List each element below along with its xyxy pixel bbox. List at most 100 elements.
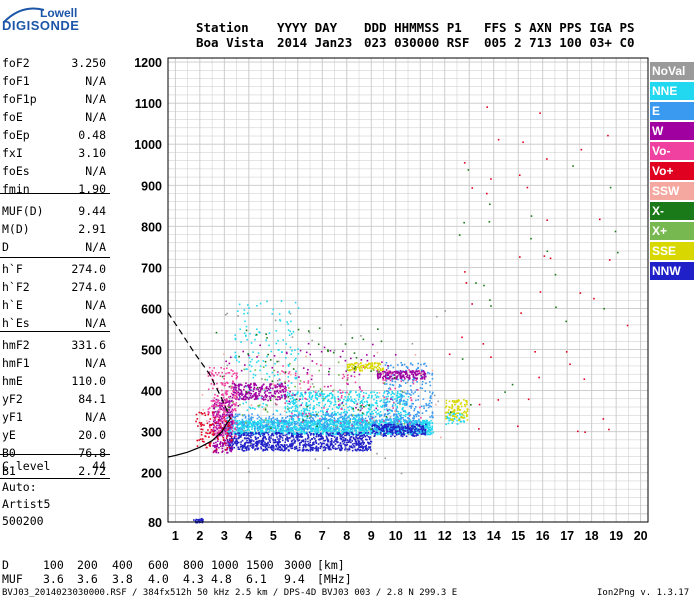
data-point-e (422, 398, 425, 400)
data-point-nnw (312, 443, 314, 446)
data-point-nnw (392, 423, 395, 426)
data-point-nnw (325, 431, 328, 434)
data-point-w (221, 428, 223, 430)
data-point-w (222, 442, 224, 445)
data-point-w (390, 371, 392, 373)
data-point-nnw (310, 448, 313, 451)
data-point-nnw (355, 436, 358, 439)
data-point-nnw (294, 446, 296, 449)
data-point-e (386, 393, 389, 395)
data-point-nne (394, 404, 397, 406)
data-point-nne (371, 422, 374, 424)
data-point-nne (432, 431, 435, 434)
data-point-nne (260, 431, 262, 434)
data-point-vo (233, 422, 235, 425)
data-point-nne (377, 422, 380, 425)
data-point-e (424, 373, 427, 376)
data-point-nnw (275, 444, 277, 447)
data-point-nnw (352, 433, 355, 436)
data-point-nne (328, 405, 331, 407)
data-point-nnw (359, 442, 362, 445)
data-point-e (415, 368, 418, 371)
data-point-nne (266, 426, 268, 428)
data-point-nnw (419, 428, 421, 431)
data-point-w (386, 371, 389, 374)
data-point-nne (268, 426, 270, 428)
data-point-nne (300, 412, 302, 415)
data-point-e (392, 418, 395, 420)
data-point-nnw (283, 449, 286, 452)
data-point-nne (425, 422, 427, 424)
data-point-vo (208, 420, 211, 423)
data-point-nne (335, 413, 337, 415)
data-point-e (341, 418, 344, 420)
data-point-e (230, 414, 232, 417)
data-point-w (231, 421, 233, 423)
data-point-nnw (307, 436, 310, 439)
data-point-nne (358, 433, 360, 435)
data-point-nne (282, 427, 285, 430)
data-point-nne (310, 423, 313, 426)
data-point-nne (449, 417, 451, 420)
data-point-w (226, 448, 228, 451)
data-point-nne (332, 423, 334, 426)
data-point-nne (275, 427, 277, 430)
data-point-nnw (283, 443, 286, 446)
data-point-nnw (286, 436, 288, 438)
data-point-e (405, 420, 408, 422)
data-point-nne (423, 430, 425, 432)
data-point-w (411, 370, 414, 372)
data-point-nnw (288, 444, 291, 447)
data-point-vo (223, 409, 226, 412)
data-point-nne (358, 416, 361, 418)
data-point-nnw (302, 445, 305, 447)
data-point-nnw (362, 436, 364, 438)
data-point-nnw (376, 424, 378, 427)
data-point-vo (222, 396, 225, 399)
data-point-nnw (262, 445, 265, 447)
data-point-e (347, 416, 350, 419)
data-point-e (278, 425, 280, 428)
data-point-e (340, 416, 342, 419)
data-point-vo (229, 424, 231, 426)
data-point-w (248, 392, 251, 395)
data-point-nne (284, 406, 287, 408)
param-key: fmin (2, 182, 30, 196)
data-point-nne (283, 422, 286, 424)
data-point-e (410, 405, 413, 408)
data-point-nne (406, 429, 408, 432)
data-point-vo (276, 371, 279, 373)
data-point-nne (257, 360, 260, 362)
data-point-nne (246, 312, 249, 315)
data-point-nne (305, 422, 308, 424)
data-point-nnw (363, 449, 366, 452)
data-point-nne (291, 421, 293, 424)
data-point-nnw (341, 440, 344, 443)
data-point-nne (379, 430, 381, 433)
data-point-nne (285, 420, 288, 422)
data-point-nne (303, 430, 306, 433)
data-point-nne (242, 425, 244, 428)
data-point-nne (342, 420, 344, 422)
data-point-nne (334, 418, 336, 420)
data-point-e (297, 414, 300, 416)
data-point-w (420, 377, 423, 380)
data-point-nne (351, 431, 354, 433)
data-point-nnw (355, 440, 358, 443)
data-point-vo (389, 388, 392, 391)
data-point-w (229, 414, 231, 416)
data-point-nnw (353, 442, 356, 445)
data-point-w (250, 386, 253, 389)
data-point-w (252, 390, 255, 393)
data-point-nnw (381, 430, 384, 433)
data-point-nne (318, 419, 321, 421)
param-separator (0, 257, 110, 258)
data-point-nne (327, 408, 329, 410)
data-point-nnw (242, 450, 245, 452)
data-point-vo (220, 419, 223, 422)
data-point-nne (316, 421, 319, 424)
data-point-w (228, 403, 230, 406)
data-point-nnw (226, 439, 229, 441)
data-point-nnw (339, 433, 341, 436)
data-point-nne (343, 423, 346, 426)
